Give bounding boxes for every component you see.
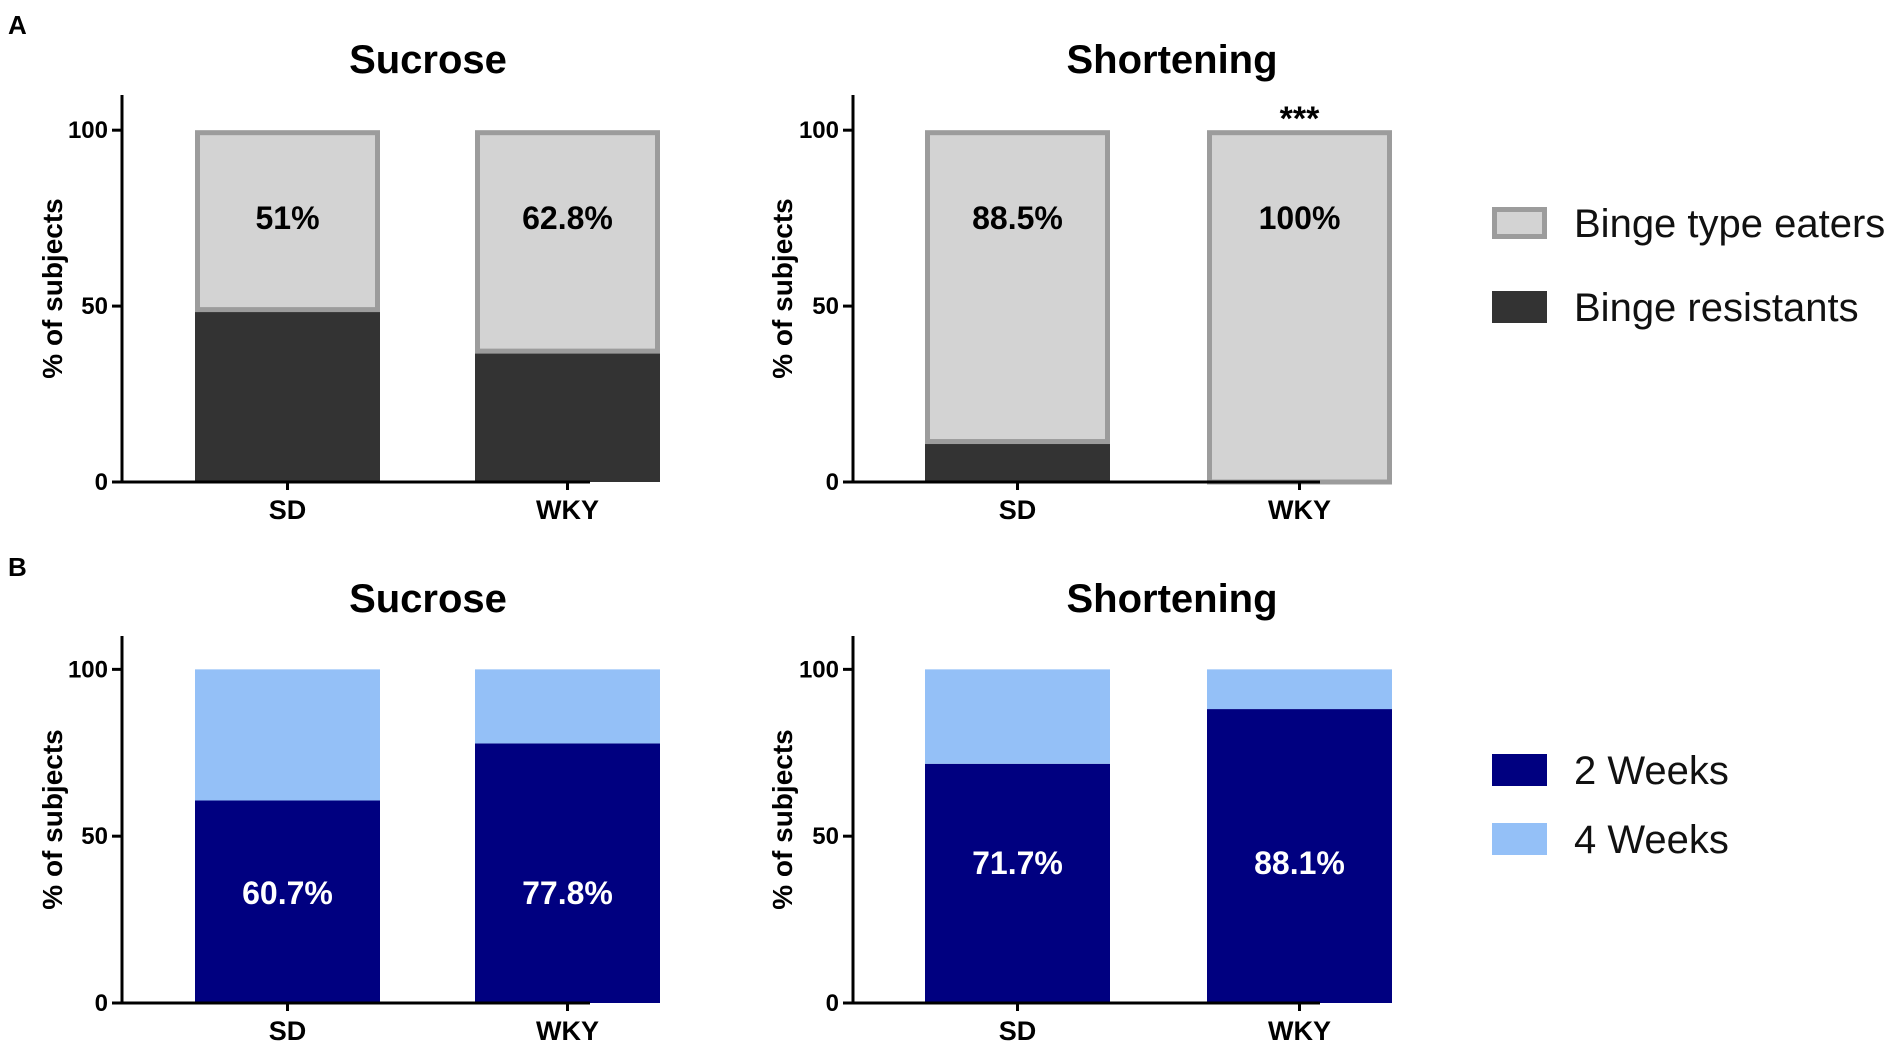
data-label-sd: 60.7% [242, 875, 333, 911]
bar-sd-2-weeks [925, 763, 1110, 1003]
bar-sd-binge-type-eaters [925, 130, 1110, 445]
y-tick-label: 50 [81, 823, 108, 850]
bar-wky-2-weeks [475, 743, 660, 1003]
legend-label-binge-resistants: Binge resistants [1574, 286, 1859, 330]
y-axis-label: % of subjects [37, 729, 68, 909]
legend-swatch-2-weeks [1492, 754, 1547, 786]
y-tick-label: 0 [826, 469, 839, 496]
panel-letter-b: B [8, 552, 27, 582]
legend-swatch-binge-resistants [1492, 291, 1547, 323]
legend-a: Binge type eaters Binge resistants [1492, 202, 1885, 330]
y-axis-label: % of subjects [37, 198, 68, 378]
bar-sd-binge-resistants [195, 309, 380, 482]
y-tick-label: 0 [95, 990, 108, 1017]
legend-label-2-weeks: 2 Weeks [1574, 749, 1729, 793]
bar-wky-4-weeks [1207, 669, 1392, 710]
x-tick-label-wky: WKY [536, 495, 599, 525]
x-tick-label-wky: WKY [536, 1016, 599, 1046]
data-label-wky: 88.1% [1254, 845, 1345, 881]
chart-title: Sucrose [349, 38, 507, 82]
bar-wky-binge-type-eaters [475, 130, 660, 354]
bar-wky-2-weeks [1207, 709, 1392, 1003]
legend-swatch-binge-type-eaters [1492, 207, 1547, 239]
x-tick-label-wky: WKY [1268, 495, 1331, 525]
y-tick-label: 50 [81, 293, 108, 320]
significance-marker: *** [1280, 100, 1320, 138]
legend-label-4-weeks: 4 Weeks [1574, 818, 1729, 862]
y-tick-label: 100 [799, 117, 839, 144]
data-label-sd: 88.5% [972, 200, 1063, 236]
y-tick-label: 100 [799, 656, 839, 683]
y-axis-label: % of subjects [767, 198, 798, 378]
bar-wky-binge-resistants [475, 351, 660, 482]
y-tick-label: 0 [95, 469, 108, 496]
y-tick-label: 100 [68, 117, 108, 144]
y-axis-label: % of subjects [767, 729, 798, 909]
x-tick-label-sd: SD [269, 1016, 307, 1046]
y-tick-label: 100 [68, 656, 108, 683]
data-label-wky: 62.8% [522, 200, 613, 236]
bar-sd-binge-resistants [925, 441, 1110, 482]
data-label-sd: 51% [255, 200, 319, 236]
y-tick-label: 50 [812, 293, 839, 320]
y-tick-label: 0 [826, 990, 839, 1017]
x-tick-label-sd: SD [269, 495, 307, 525]
x-tick-label-sd: SD [999, 1016, 1037, 1046]
bar-sd-binge-type-eaters [195, 130, 380, 313]
x-tick-label-wky: WKY [1268, 1016, 1331, 1046]
y-tick-label: 50 [812, 823, 839, 850]
data-label-wky: 77.8% [522, 875, 613, 911]
chart-a-sucrose: Sucrose % of subjects SD WKY 51% 62.8% 0 50 100 [37, 38, 660, 525]
panel-letter-a: A [8, 10, 27, 40]
bar-sd-4-weeks [195, 669, 380, 801]
legend-label-binge-type-eaters: Binge type eaters [1574, 202, 1885, 246]
bar-wky-4-weeks [475, 669, 660, 744]
chart-title: Shortening [1066, 577, 1277, 621]
chart-title: Sucrose [349, 577, 507, 621]
chart-b-shortening: Shortening % of subjects SD WKY 71.7% 88.1% 0 5… [767, 577, 1392, 1046]
x-tick-label-sd: SD [999, 495, 1037, 525]
chart-title: Shortening [1066, 38, 1277, 82]
legend-b: 2 Weeks 4 Weeks [1492, 749, 1729, 862]
bar-sd-4-weeks [925, 669, 1110, 764]
data-label-sd: 71.7% [972, 845, 1063, 881]
bar-sd-2-weeks [195, 800, 380, 1003]
bar-wky-binge-type-eaters [1207, 130, 1392, 485]
chart-a-shortening: Shortening % of subjects SD WKY 88.5% 100% ***… [767, 38, 1392, 525]
legend-swatch-4-weeks [1492, 823, 1547, 855]
data-label-wky: 100% [1259, 200, 1341, 236]
chart-b-sucrose: Sucrose % of subjects SD WKY 60.7% 77.8% 0 50 10… [37, 577, 660, 1046]
